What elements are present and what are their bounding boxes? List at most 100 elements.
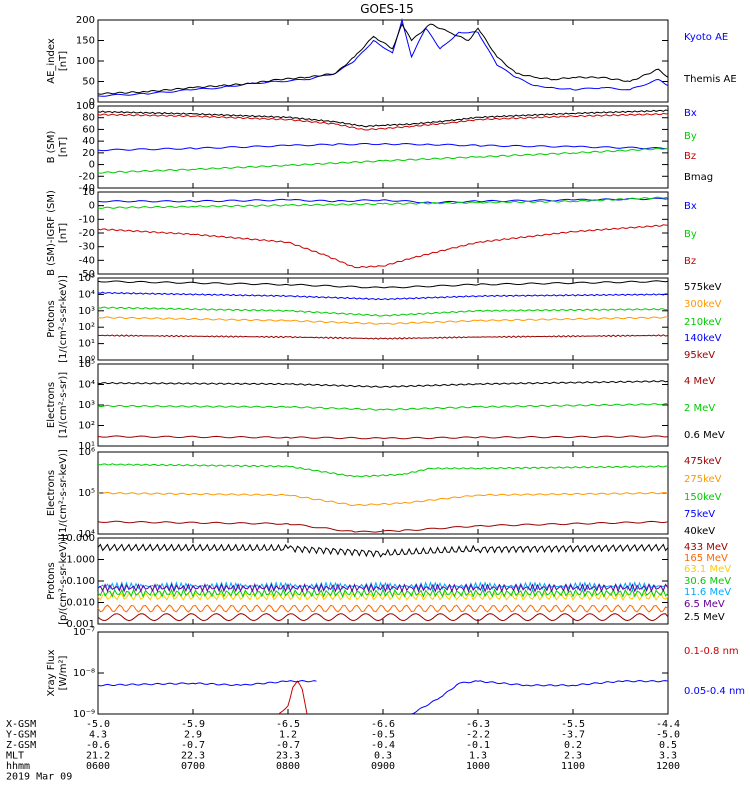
footer-value: 0700 (181, 761, 205, 772)
y-tick-label: -10 (79, 214, 95, 225)
y-axis-label: B (SM)-IGRF (SM) (46, 190, 57, 276)
y-axis-label: B (SM) (46, 130, 57, 163)
series-line-2-5-mev (97, 543, 669, 558)
footer-value: 2.3 (564, 751, 582, 762)
y-tick-label: -30 (79, 242, 95, 253)
y-tick-label: 200 (76, 15, 95, 26)
y-tick-label: 10⁵ (78, 359, 95, 370)
series-line-0-6-mev (97, 380, 669, 388)
legend-entry: 300keV (684, 299, 722, 310)
legend-entry: By (684, 229, 697, 240)
footer-row-label: X-GSM (6, 719, 36, 730)
legend-entry: 0.05-0.4 nm (684, 686, 745, 697)
orbit-footer: X-GSM -5.0 -5.9 -6.5 -6.6 -6.3 -5.5 -4.4 Y-GSM 4.… (6, 719, 680, 783)
legend-entry: Themis AE (683, 74, 737, 85)
series-line-150kev (97, 463, 669, 478)
series-line-4-mev (97, 435, 669, 440)
legend-entry: 2.5 MeV (684, 612, 725, 623)
footer-row-label: Z-GSM (6, 740, 36, 751)
footer-value: -0.1 (466, 740, 490, 751)
y-axis-label: [nT] (58, 51, 69, 71)
footer-row-label: MLT (6, 751, 24, 762)
legend-entry: 210keV (684, 317, 722, 328)
series-line-by (97, 147, 669, 174)
y-axis-label: Xray Flux (46, 649, 57, 696)
y-tick-label: 10⁴ (78, 380, 95, 391)
panel-frame (97, 631, 669, 715)
y-axis-label: [1/(cm²-s-sr-keV)] (58, 275, 69, 363)
y-tick-label: -20 (79, 171, 95, 182)
series-line-6-5-mev (97, 582, 669, 593)
y-tick-label: 100 (76, 56, 95, 67)
y-tick-label: 10⁴ (78, 529, 95, 540)
y-axis-label: [1/(cm²-s-sr)] (58, 372, 69, 438)
y-axis-label: [p/(cm²-s-sr-keV)] (58, 537, 69, 625)
legend-entry: By (684, 131, 697, 142)
legend-entry: 6.5 MeV (684, 599, 725, 610)
panel-protons_hi: 0.001 0.010 0.100 1.000 10.000 Protons [p/(cm²… (46, 533, 731, 630)
legend-entry: 63.1 MeV (684, 564, 731, 575)
series-line-575kev (97, 280, 669, 289)
y-tick-label: 10¹ (78, 339, 95, 350)
footer-value: -6.5 (276, 719, 300, 730)
footer-value: -6.3 (466, 719, 490, 730)
y-tick-label: 10² (78, 421, 95, 432)
y-tick-label: 0 (89, 160, 95, 171)
footer-value: -6.6 (371, 719, 395, 730)
panel-frame (97, 105, 669, 189)
footer-value: 0800 (276, 761, 300, 772)
footer-value: -5.0 (656, 730, 680, 741)
footer-value: 0900 (371, 761, 395, 772)
panel-electrons2: 10⁴ 10⁵ 10⁶ Electrons [1/(cm²-s-sr-keV)] 475k… (46, 447, 722, 540)
y-axis-label: [W/m²] (58, 655, 69, 690)
y-tick-label: 10⁴ (78, 289, 95, 300)
footer-value: 4.3 (89, 730, 107, 741)
footer-value: 1200 (656, 761, 680, 772)
legend-entry: 433 MeV (684, 542, 728, 553)
footer-value: 1.2 (279, 730, 297, 741)
y-tick-label: 100 (76, 101, 95, 112)
panel-protons: 10⁰ 10¹ 10² 10³ 10⁴ 10⁵ Protons [1/(cm²-s-sr-ke… (46, 273, 722, 366)
y-tick-label: 0 (89, 201, 95, 212)
series-line-bmag (97, 109, 669, 128)
y-tick-label: 10⁻⁷ (73, 627, 95, 638)
footer-value: -0.7 (181, 740, 205, 751)
series-line-300kev (97, 316, 669, 325)
footer-value: 0.3 (374, 751, 392, 762)
y-tick-label: -20 (79, 228, 95, 239)
series-line-by (97, 196, 669, 209)
y-tick-label: 60 (82, 124, 95, 135)
footer-value: -4.4 (656, 719, 680, 730)
footer-value: 1000 (466, 761, 490, 772)
y-tick-label: 10⁻⁹ (73, 709, 95, 720)
legend-entry: Bz (684, 151, 696, 162)
y-tick-label: 10 (82, 187, 95, 198)
panel-ae: 0 50 100 150 200 AE_index [nT] Kyoto AE Themis A… (46, 15, 737, 108)
legend-entry: 0.1-0.8 nm (684, 646, 739, 657)
series-line-bz (97, 224, 668, 269)
y-axis-label: Electrons (46, 470, 57, 516)
panel-dbg: -50 -40 -30 -20 -10 0 10 B (SM)-IGRF (SM) [nT] Bx… (46, 187, 697, 280)
legend-entry: 165 MeV (684, 553, 728, 564)
footer-value: -2.2 (466, 730, 490, 741)
series-line-475kev (97, 520, 669, 533)
footer-value: 0.5 (659, 740, 677, 751)
y-axis-label: Protons (46, 562, 57, 599)
footer-value: 21.2 (86, 751, 110, 762)
legend-entry: 40keV (684, 526, 715, 537)
legend-entry: 0.6 MeV (684, 430, 725, 441)
y-tick-label: 10⁶ (78, 447, 95, 458)
y-tick-label: -50 (79, 269, 95, 280)
footer-row-label: hhmm (6, 761, 30, 772)
y-tick-label: 0 (89, 97, 95, 108)
series-line-kyoto-ae (97, 18, 669, 97)
legend-entry: 150keV (684, 492, 722, 503)
footer-value: -0.4 (371, 740, 395, 751)
footer-value: 0.2 (564, 740, 582, 751)
y-tick-label: 10⁰ (78, 355, 95, 366)
footer-value: 1.3 (469, 751, 487, 762)
chart-title: GOES-15 (360, 2, 414, 16)
y-tick-label: 0.001 (66, 619, 95, 630)
